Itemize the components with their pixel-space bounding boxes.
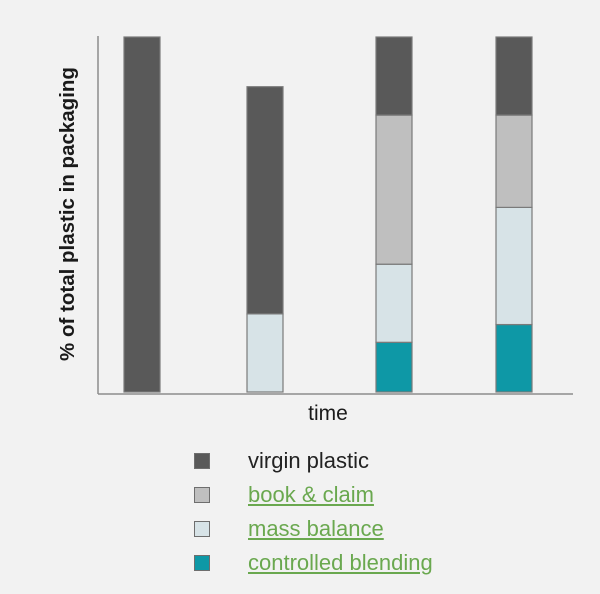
bar-segment-controlled-blending-4 bbox=[495, 323, 533, 393]
bars-group bbox=[123, 36, 533, 393]
legend-link[interactable]: mass balance bbox=[248, 516, 384, 541]
bar-segment-mass-balance-2 bbox=[246, 313, 284, 393]
legend-swatch bbox=[194, 487, 210, 503]
bar-segment-virgin-plastic-3 bbox=[375, 36, 413, 116]
legend-item-book-claim[interactable]: book & claim bbox=[192, 478, 572, 512]
bar-segment-book-claim-3 bbox=[375, 114, 413, 265]
legend-swatch bbox=[194, 521, 210, 537]
stacked-bar-chart: % of total plastic in packaging time bbox=[56, 36, 573, 425]
legend-link[interactable]: book & claim bbox=[248, 482, 374, 507]
legend-swatch bbox=[194, 555, 210, 571]
bar-segment-virgin-plastic-2 bbox=[246, 86, 284, 315]
legend: virgin plastic book & claim mass balance co… bbox=[192, 444, 572, 580]
x-axis-label: time bbox=[308, 402, 348, 425]
bar-segment-controlled-blending-3 bbox=[375, 341, 413, 393]
legend-item-controlled-blending[interactable]: controlled blending bbox=[192, 546, 572, 580]
bar-segment-book-claim-4 bbox=[495, 114, 533, 209]
bar-segment-mass-balance-3 bbox=[375, 263, 413, 343]
legend-link[interactable]: controlled blending bbox=[248, 550, 433, 575]
legend-swatch bbox=[194, 453, 210, 469]
legend-item-virgin-plastic: virgin plastic bbox=[192, 444, 572, 478]
bar-segment-mass-balance-4 bbox=[495, 206, 533, 326]
y-axis-label: % of total plastic in packaging bbox=[56, 67, 79, 361]
bar-segment-virgin-plastic-4 bbox=[495, 36, 533, 116]
legend-item-mass-balance[interactable]: mass balance bbox=[192, 512, 572, 546]
legend-label: virgin plastic bbox=[248, 448, 370, 473]
bar-segment-virgin-plastic-1 bbox=[123, 36, 161, 393]
